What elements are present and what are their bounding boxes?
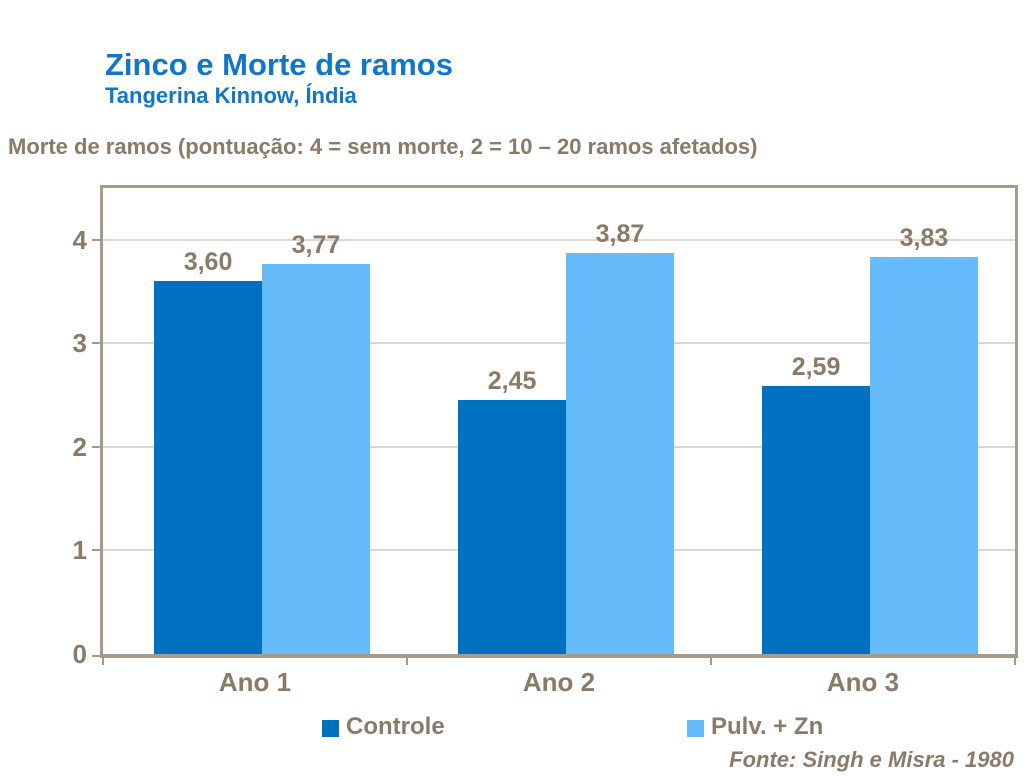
- bar-value-controle-ano-3: 2,59: [791, 352, 841, 381]
- y-tick-0: [92, 655, 100, 657]
- legend-swatch-pulv-zn: [687, 719, 704, 737]
- bar-controle-ano-2: [458, 400, 566, 654]
- legend-swatch-controle: [322, 719, 339, 737]
- x-tick-0: [102, 658, 104, 665]
- legend-label-pulv-zn: Pulv. + Zn: [711, 713, 824, 740]
- y-tick-2: [92, 445, 100, 448]
- title-block: Zinco e Morte de ramos Tangerina Kinnow,…: [105, 46, 453, 109]
- source-citation: Fonte: Singh e Misra - 1980: [729, 747, 1014, 772]
- y-tick-label-4: 4: [72, 224, 87, 255]
- legend-label-controle: Controle: [346, 713, 445, 740]
- bar-value-controle-ano-2: 2,45: [487, 367, 537, 396]
- y-tick-4: [92, 238, 100, 241]
- y-tick-label-2: 2: [72, 431, 87, 462]
- x-label-ano-2: Ano 2: [522, 667, 596, 697]
- x-axis-labels: Ano 1 Ano 2 Ano 3: [103, 668, 1015, 698]
- y-tick-label-1: 1: [72, 535, 87, 566]
- bar-controle-ano-3: [762, 385, 870, 654]
- x-tick-2: [710, 658, 712, 665]
- y-axis-description: Morte de ramos (pontuação: 4 = sem morte…: [8, 134, 758, 159]
- bar-controle-ano-1: [154, 281, 262, 654]
- y-tick-label-0: 0: [72, 639, 87, 669]
- bar-value-pulv-zn-ano-1: 3,77: [291, 230, 341, 259]
- legend-item-pulv-zn: Pulv. + Zn: [687, 712, 823, 742]
- bar-value-controle-ano-1: 3,60: [183, 248, 233, 277]
- gridline-y-4: [103, 238, 1015, 241]
- y-tick-3: [92, 342, 100, 345]
- bar-pulv-zn-ano-3: [869, 257, 978, 654]
- bar-pulv-zn-ano-2: [565, 253, 674, 654]
- gridline-y-3: [103, 342, 1015, 345]
- bar-value-pulv-zn-ano-2: 3,87: [595, 220, 645, 249]
- x-label-ano-1: Ano 1: [218, 667, 292, 697]
- chart-title: Zinco e Morte de ramos: [105, 47, 453, 82]
- y-tick-label-3: 3: [72, 328, 87, 359]
- x-tick-1: [406, 658, 408, 665]
- legend-item-controle: Controle: [322, 712, 445, 742]
- bar-pulv-zn-ano-1: [261, 263, 370, 654]
- plot-area: 0 1 2 3 4 3,60 3,77 2,45 3,87 2,59 3,83: [73, 185, 1018, 667]
- x-label-ano-3: Ano 3: [826, 667, 900, 697]
- x-tick-3: [1014, 658, 1016, 665]
- bar-value-pulv-zn-ano-3: 3,83: [899, 224, 949, 253]
- chart-subtitle: Tangerina Kinnow, Índia: [105, 83, 357, 108]
- y-tick-1: [92, 549, 100, 552]
